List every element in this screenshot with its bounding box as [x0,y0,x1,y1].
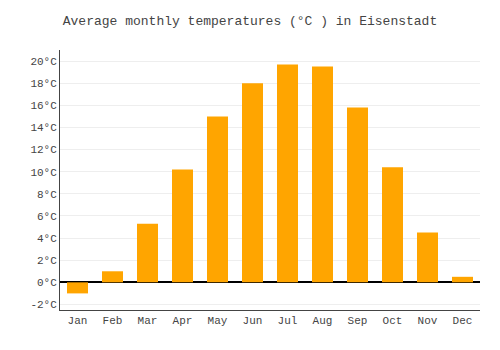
svg-text:Sep: Sep [348,315,368,327]
svg-text:Oct: Oct [383,315,403,327]
svg-text:10°C: 10°C [30,167,57,179]
svg-text:8°C: 8°C [37,189,57,201]
svg-text:Nov: Nov [418,315,438,327]
svg-text:16°C: 16°C [30,100,57,112]
svg-text:Jul: Jul [278,315,298,327]
svg-text:Apr: Apr [173,315,193,327]
svg-text:18°C: 18°C [30,78,57,90]
svg-text:May: May [208,315,228,327]
svg-text:20°C: 20°C [30,56,57,68]
svg-text:Mar: Mar [138,315,158,327]
svg-text:Aug: Aug [313,315,333,327]
svg-text:Feb: Feb [103,315,123,327]
svg-text:0°C: 0°C [37,277,57,289]
svg-text:-2°C: -2°C [30,299,57,311]
svg-text:Jan: Jan [68,315,88,327]
svg-text:Jun: Jun [243,315,263,327]
svg-text:12°C: 12°C [30,144,57,156]
svg-text:Average monthly temperatures (: Average monthly temperatures (°C ) in Ei… [63,14,437,29]
svg-text:6°C: 6°C [37,211,57,223]
svg-text:14°C: 14°C [30,122,57,134]
svg-text:4°C: 4°C [37,233,57,245]
svg-text:Dec: Dec [453,315,473,327]
svg-text:2°C: 2°C [37,255,57,267]
